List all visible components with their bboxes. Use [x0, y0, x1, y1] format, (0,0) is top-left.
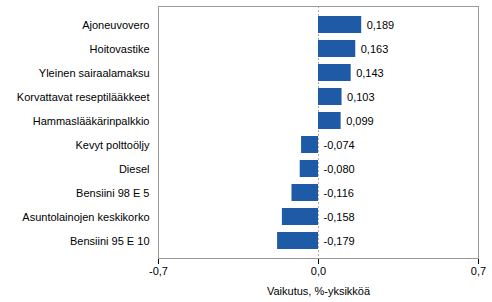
svg-text:0,0: 0,0: [311, 265, 326, 277]
svg-text:Bensiini 98 E 5: Bensiini 98 E 5: [76, 187, 149, 199]
svg-text:0,7: 0,7: [471, 265, 486, 277]
svg-text:Yleinen sairaalamaksu: Yleinen sairaalamaksu: [39, 67, 150, 79]
svg-text:Kevyt polttoöljy: Kevyt polttoöljy: [76, 139, 150, 151]
svg-text:0,143: 0,143: [356, 67, 384, 79]
svg-text:-0,074: -0,074: [324, 139, 355, 151]
svg-text:0,163: 0,163: [361, 43, 389, 55]
svg-text:Asuntolainojen keskikorko: Asuntolainojen keskikorko: [22, 211, 149, 223]
svg-text:0,189: 0,189: [367, 19, 395, 31]
svg-text:Hoitovastike: Hoitovastike: [90, 43, 150, 55]
svg-text:-0,080: -0,080: [324, 163, 355, 175]
svg-text:Korvattavat reseptilääkkeet: Korvattavat reseptilääkkeet: [17, 91, 150, 103]
svg-text:-0,179: -0,179: [324, 235, 355, 247]
svg-text:-0,7: -0,7: [149, 265, 168, 277]
svg-text:Ajoneuvovero: Ajoneuvovero: [82, 19, 149, 31]
svg-text:0,099: 0,099: [346, 115, 374, 127]
svg-text:-0,116: -0,116: [324, 187, 354, 199]
svg-text:-0,158: -0,158: [324, 211, 355, 223]
svg-text:Hammaslääkärinpalkkio: Hammaslääkärinpalkkio: [33, 115, 150, 127]
svg-text:Bensiini 95 E 10: Bensiini 95 E 10: [70, 235, 150, 247]
svg-text:Vaikutus, %-yksikköä: Vaikutus, %-yksikköä: [267, 285, 371, 297]
svg-text:0,103: 0,103: [347, 91, 375, 103]
svg-text:Diesel: Diesel: [119, 163, 150, 175]
